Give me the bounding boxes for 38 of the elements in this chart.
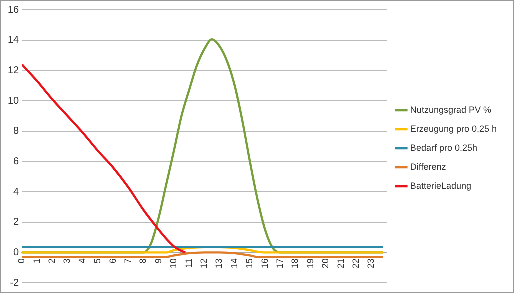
x-tick-label: 2 bbox=[47, 258, 58, 264]
x-tick-label: 17 bbox=[275, 258, 286, 269]
x-tick-label: 4 bbox=[77, 258, 88, 264]
x-tick-label: 13 bbox=[214, 258, 224, 269]
y-tick-label: 14 bbox=[8, 35, 20, 46]
x-tick-label: 9 bbox=[153, 258, 164, 264]
x-tick-label: 15 bbox=[244, 258, 255, 269]
x-tick-label: 19 bbox=[305, 258, 316, 269]
legend-label: Differenz bbox=[410, 162, 447, 172]
x-tick-label: 22 bbox=[351, 258, 362, 269]
y-tick-label: 8 bbox=[14, 126, 20, 138]
x-tick-label: 8 bbox=[138, 258, 148, 264]
x-tick-label: 20 bbox=[320, 258, 331, 269]
legend-label: Bedarf pro 0.25h bbox=[410, 142, 478, 153]
x-tick-label: 6 bbox=[108, 258, 118, 264]
x-tick-label: 5 bbox=[92, 258, 103, 264]
x-tick-label: 14 bbox=[229, 258, 240, 269]
legend-label: BatterieLadung bbox=[410, 180, 472, 191]
x-tick-label: 7 bbox=[123, 258, 134, 264]
x-tick-label: 23 bbox=[366, 258, 376, 269]
x-tick-label: 16 bbox=[260, 258, 270, 269]
y-tick-label: 6 bbox=[14, 156, 20, 168]
x-tick-label: 11 bbox=[184, 258, 194, 268]
x-tick-label: 1 bbox=[32, 258, 42, 264]
y-tick-label: 16 bbox=[8, 4, 20, 16]
y-tick-label: 12 bbox=[8, 65, 20, 76]
y-tick-label: -2 bbox=[10, 278, 20, 289]
legend-label: Nutzungsgrad PV % bbox=[410, 104, 492, 115]
x-tick-label: 21 bbox=[336, 258, 346, 269]
y-tick-label: 2 bbox=[14, 217, 20, 228]
y-tick-label: 4 bbox=[14, 186, 20, 198]
y-tick-label: 10 bbox=[8, 96, 20, 107]
legend-label: Erzeugung pro 0,25 h bbox=[410, 124, 498, 134]
x-tick-label: 3 bbox=[62, 258, 72, 264]
x-tick-label: 18 bbox=[290, 258, 300, 269]
x-tick-label: 12 bbox=[199, 258, 210, 269]
x-tick-label: 10 bbox=[168, 258, 179, 269]
line-series bbox=[22, 63, 187, 254]
